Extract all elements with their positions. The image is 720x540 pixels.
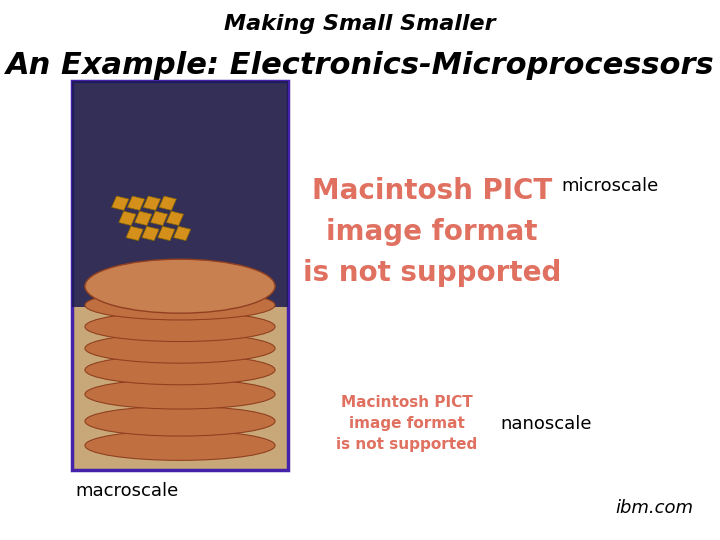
Bar (135, 211, 152, 226)
Text: macroscale: macroscale (76, 482, 179, 501)
Bar (142, 226, 159, 241)
Ellipse shape (85, 312, 275, 341)
Text: microscale: microscale (562, 177, 659, 195)
Text: nanoscale: nanoscale (500, 415, 592, 433)
Bar (174, 226, 191, 241)
Ellipse shape (85, 333, 275, 363)
Bar (143, 196, 161, 211)
Bar (159, 196, 176, 211)
Ellipse shape (85, 431, 275, 460)
Bar (150, 211, 168, 226)
FancyBboxPatch shape (72, 81, 288, 470)
Bar (166, 211, 184, 226)
Bar (126, 226, 143, 241)
Bar (112, 196, 129, 211)
Ellipse shape (85, 259, 275, 313)
Bar (72, 81, 288, 307)
Text: An Example: Electronics-Microprocessors: An Example: Electronics-Microprocessors (6, 51, 714, 80)
Text: Macintosh PICT
image format
is not supported: Macintosh PICT image format is not suppo… (336, 395, 477, 453)
Ellipse shape (85, 291, 275, 320)
Bar (127, 196, 145, 211)
Ellipse shape (85, 355, 275, 384)
Ellipse shape (85, 379, 275, 409)
Text: ibm.com: ibm.com (616, 498, 693, 517)
Bar (158, 226, 175, 241)
Ellipse shape (85, 406, 275, 436)
Bar (119, 211, 136, 226)
Text: Making Small Smaller: Making Small Smaller (224, 14, 496, 33)
Text: Macintosh PICT
image format
is not supported: Macintosh PICT image format is not suppo… (303, 177, 561, 287)
Ellipse shape (85, 271, 275, 301)
